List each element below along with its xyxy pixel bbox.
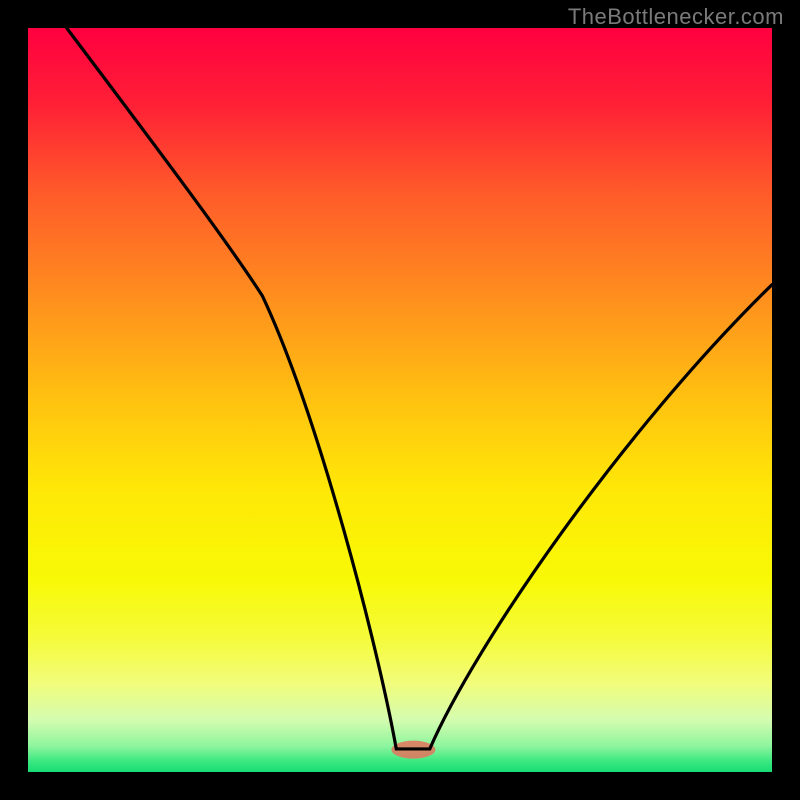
bottleneck-curve <box>67 28 772 749</box>
chart-overlay <box>0 0 800 800</box>
watermark-text: TheBottlenecker.com <box>568 4 784 30</box>
figure-container: TheBottlenecker.com <box>0 0 800 800</box>
